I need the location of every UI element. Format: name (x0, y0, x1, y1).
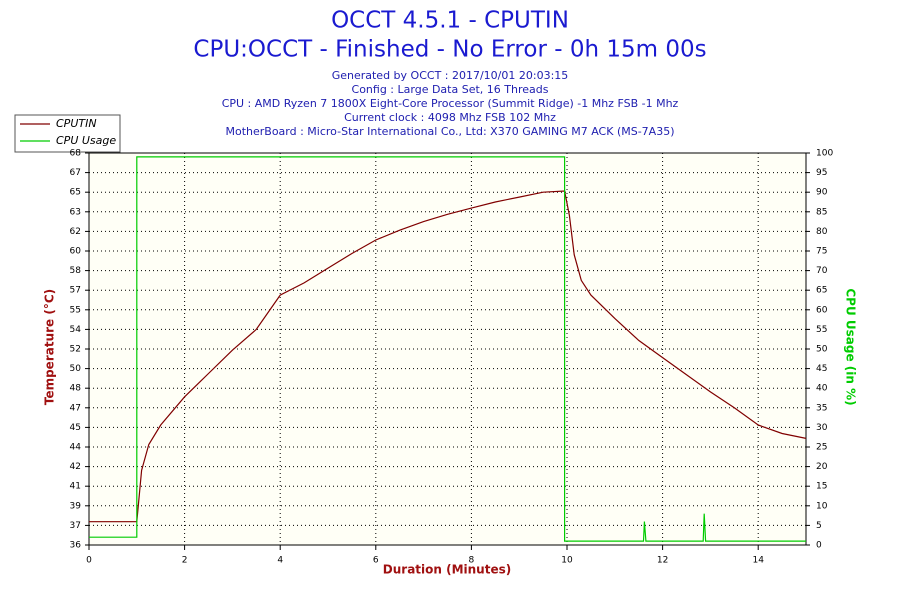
info-line: Generated by OCCT : 2017/10/01 20:03:15 (332, 69, 569, 82)
info-line: Current clock : 4098 Mhz FSB 102 Mhz (344, 111, 556, 124)
y2-tick-label: 75 (816, 247, 827, 257)
y2-tick-label: 85 (816, 207, 827, 217)
x-tick-label: 6 (373, 556, 379, 566)
y2-tick-label: 100 (816, 149, 833, 159)
y-tick-label: 68 (70, 149, 82, 159)
y-tick-label: 62 (70, 227, 81, 237)
y2-tick-label: 15 (816, 482, 827, 492)
y-tick-label: 63 (70, 207, 81, 217)
y-tick-label: 42 (70, 462, 81, 472)
y-tick-label: 39 (70, 501, 82, 511)
x-tick-label: 2 (182, 556, 188, 566)
y2-tick-label: 45 (816, 364, 827, 374)
y2-tick-label: 10 (816, 501, 828, 511)
chart-title: OCCT 4.5.1 - CPUTIN (331, 8, 569, 34)
y2-tick-label: 65 (816, 286, 827, 296)
y-tick-label: 52 (70, 345, 81, 355)
y2-tick-label: 55 (816, 325, 827, 335)
y-tick-label: 37 (70, 521, 81, 531)
legend-label: CPUTIN (56, 117, 97, 130)
y2-tick-label: 40 (816, 384, 828, 394)
y-tick-label: 57 (70, 286, 81, 296)
info-line: Config : Large Data Set, 16 Threads (352, 83, 549, 96)
y-axis-label: Temperature (°C) (43, 289, 57, 405)
y2-tick-label: 95 (816, 168, 827, 178)
y2-tick-label: 30 (816, 423, 828, 433)
y2-axis-label: CPU Usage (in %) (844, 288, 858, 405)
y-tick-label: 47 (70, 403, 81, 413)
x-axis-label: Duration (Minutes) (383, 563, 511, 577)
x-tick-label: 12 (657, 556, 668, 566)
y2-tick-label: 60 (816, 305, 828, 315)
x-tick-label: 14 (752, 556, 764, 566)
info-line: CPU : AMD Ryzen 7 1800X Eight-Core Proce… (222, 97, 679, 110)
y2-tick-label: 5 (816, 521, 822, 531)
y-tick-label: 54 (70, 325, 82, 335)
y-tick-label: 50 (70, 364, 82, 374)
y2-tick-label: 0 (816, 541, 822, 551)
y2-tick-label: 50 (816, 345, 828, 355)
chart-subtitle: CPU:OCCT - Finished - No Error - 0h 15m … (193, 37, 706, 63)
y-tick-label: 45 (70, 423, 81, 433)
y2-tick-label: 25 (816, 443, 827, 453)
y-tick-label: 60 (70, 247, 82, 257)
legend-label: CPU Usage (56, 134, 116, 147)
y-tick-label: 65 (70, 188, 81, 198)
plot-area (88, 152, 807, 546)
y2-tick-label: 35 (816, 403, 827, 413)
y-tick-label: 67 (70, 168, 81, 178)
y-tick-label: 36 (70, 541, 82, 551)
y-tick-label: 41 (70, 482, 81, 492)
info-line: MotherBoard : Micro-Star International C… (225, 125, 674, 138)
y2-tick-label: 90 (816, 188, 828, 198)
y-tick-label: 58 (70, 266, 82, 276)
x-tick-label: 0 (86, 556, 92, 566)
x-tick-label: 10 (561, 556, 573, 566)
series-line (89, 156, 806, 542)
x-tick-label: 8 (469, 556, 475, 566)
y-tick-label: 48 (70, 384, 82, 394)
x-tick-label: 4 (277, 556, 283, 566)
series-line (89, 190, 807, 523)
y-tick-label: 44 (70, 443, 82, 453)
y-tick-label: 55 (70, 305, 81, 315)
legend (14, 114, 121, 153)
y2-tick-label: 20 (816, 462, 828, 472)
y2-tick-label: 70 (816, 266, 828, 276)
y2-tick-label: 80 (816, 227, 828, 237)
